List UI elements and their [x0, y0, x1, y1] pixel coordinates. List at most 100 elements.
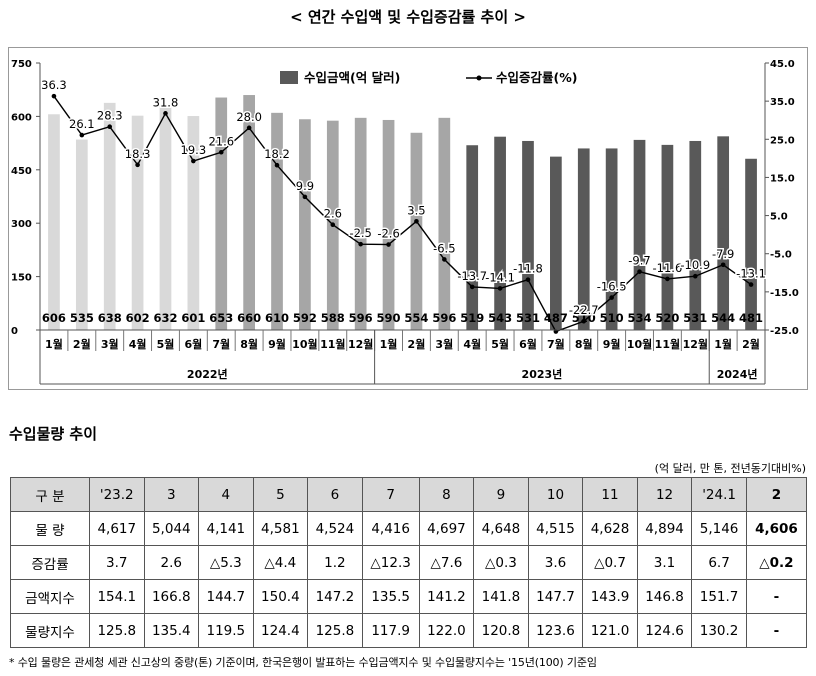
category-label: 12월 — [683, 337, 708, 351]
rate-value-label: -2.6 — [377, 227, 399, 241]
bar-value-label: 653 — [209, 311, 233, 325]
bar-value-label: 610 — [265, 311, 289, 325]
chart-svg: 0 150 300 450 600 750 -25.0 -15.0 -5.0 5.0 15.0 25.… — [8, 47, 808, 390]
bar — [271, 112, 283, 330]
category-label: 10월 — [292, 337, 317, 351]
right-tick-label: 5.0 — [770, 212, 788, 223]
year-label: 2024년 — [717, 367, 758, 381]
right-tick-label: 25.0 — [770, 135, 795, 146]
bar-value-label: 544 — [711, 311, 735, 325]
rate-value-label: 28.0 — [236, 110, 262, 124]
rate-value-label: -22.7 — [569, 303, 599, 317]
rate-value-label: 36.3 — [41, 78, 67, 92]
category-label: 7월 — [212, 337, 230, 351]
table-cell: 130.2 — [691, 613, 747, 648]
rate-point — [414, 218, 419, 224]
rate-value-label: 19.3 — [181, 143, 207, 157]
table-cell: 122.0 — [418, 613, 475, 648]
right-tick-label: -25.0 — [770, 326, 799, 337]
bar — [243, 95, 255, 330]
rate-point — [665, 276, 670, 282]
legend-line-point — [476, 75, 482, 81]
left-tick-label: 450 — [11, 166, 32, 177]
table-cell: △0.2 — [745, 545, 808, 580]
bar — [187, 116, 200, 330]
bar-value-label: 592 — [293, 311, 317, 325]
year-label: 2023년 — [522, 367, 563, 381]
rate-point — [51, 93, 57, 99]
legend-bar-label: 수입금액(억 달러) — [304, 70, 400, 85]
bar — [661, 144, 674, 330]
bar — [299, 119, 311, 330]
bar — [605, 148, 618, 330]
category-label: 2월 — [408, 337, 426, 351]
table-cell: 119.5 — [198, 613, 254, 648]
table-cell: 5,146 — [691, 511, 747, 546]
bar — [382, 119, 395, 331]
bar-value-label: 590 — [377, 311, 401, 325]
rate-point — [525, 277, 531, 282]
rate-value-label: -14.1 — [485, 270, 515, 284]
table-cell: 135.4 — [143, 613, 200, 648]
rate-value-label: 2.6 — [324, 207, 342, 221]
rate-value-label: -6.5 — [433, 241, 455, 255]
category-label: 8월 — [575, 337, 593, 351]
header-cell: '24.1 — [691, 477, 747, 512]
row-label: 물 량 — [10, 511, 90, 546]
rate-point — [107, 124, 113, 129]
table-row: 물량지수 125.8 135.4 119.5 124.4 125.8 117.9 122.0 1… — [10, 613, 808, 648]
rate-point — [581, 318, 587, 324]
table-cell: 4,606 — [745, 511, 808, 546]
table-cell: 4,515 — [527, 511, 584, 546]
table-cell: △7.6 — [418, 545, 475, 580]
rate-point — [218, 149, 224, 155]
table-cell: 4,648 — [473, 511, 529, 546]
bar — [522, 140, 534, 330]
bar — [215, 97, 228, 330]
table-cell: - — [745, 613, 808, 648]
rate-point — [163, 111, 168, 116]
table-cell: 146.8 — [636, 579, 693, 614]
rate-point — [442, 257, 447, 262]
category-label: 6월 — [519, 337, 537, 351]
table-cell: 4,617 — [89, 511, 145, 546]
table-cell: 147.7 — [527, 579, 584, 614]
rate-line — [53, 95, 752, 333]
rate-value-label: 31.8 — [153, 95, 179, 109]
header-cell: 10 — [527, 477, 584, 512]
left-tick-label: 0 — [11, 326, 18, 337]
rate-point — [135, 162, 140, 168]
import-volume-table: 구 분 '23.2 3 4 5 6 7 8 9 10 11 12'24.1 2 물 량 4,617 5,04… — [10, 477, 808, 648]
bar — [577, 148, 590, 330]
table-cell: 3.1 — [636, 545, 693, 580]
bar-value-label: 596 — [349, 311, 373, 325]
table-cell: 4,697 — [418, 511, 475, 546]
bar — [103, 102, 116, 330]
rate-point — [692, 273, 698, 279]
bar — [633, 139, 646, 330]
table-cell: 144.7 — [198, 579, 254, 614]
header-cell: 9 — [473, 477, 529, 512]
rate-point — [191, 158, 196, 164]
table-title: 수입물량 추이 — [9, 425, 98, 443]
bar — [159, 105, 172, 330]
rate-value-label: -13.1 — [736, 267, 766, 281]
rate-point — [358, 241, 363, 247]
table-cell: 117.9 — [361, 613, 420, 648]
bar-value-label: 520 — [655, 311, 679, 325]
bar — [410, 132, 423, 330]
table-cell: 120.8 — [473, 613, 529, 648]
category-label: 2월 — [742, 337, 760, 351]
bar — [354, 117, 367, 330]
table-cell: 4,141 — [198, 511, 254, 546]
category-label: 5월 — [157, 337, 175, 351]
right-tick-label: -15.0 — [770, 288, 799, 299]
table-cell: 124.4 — [252, 613, 309, 648]
rate-point — [79, 132, 85, 138]
table-cell: 141.2 — [418, 579, 475, 614]
bar — [717, 136, 730, 330]
rate-point — [497, 286, 503, 291]
rate-value-label: -2.5 — [349, 226, 371, 240]
category-label: 1월 — [714, 337, 732, 351]
category-label: 4월 — [129, 337, 147, 351]
